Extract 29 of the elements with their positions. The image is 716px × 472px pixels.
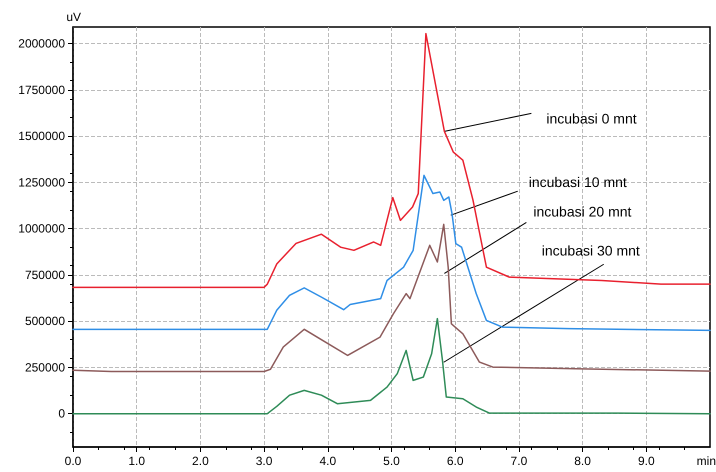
x-tick-label: 8.0 — [574, 454, 592, 468]
x-tick-label: 0.0 — [64, 454, 82, 468]
x-axis-title: min — [696, 454, 716, 468]
line-series — [72, 224, 711, 372]
x-tick-label: 1.0 — [128, 454, 146, 468]
line-series — [72, 32, 711, 288]
y-tick-label: 750000 — [24, 268, 66, 282]
y-tick-label: 1000000 — [18, 222, 66, 236]
x-tick-label: 5.0 — [383, 454, 400, 468]
x-tick-label: 6.0 — [446, 454, 464, 468]
annotation: incubasi 20 mnt — [533, 203, 632, 220]
x-tick-label: 4.0 — [319, 454, 336, 468]
y-tick-label: 0 — [58, 406, 66, 421]
y-tick-label: 1500000 — [18, 129, 66, 144]
annotation: incubasi 0 mnt — [546, 110, 637, 126]
line-series — [72, 174, 711, 332]
y-tick-label: 1750000 — [18, 82, 66, 97]
annotation: incubasi 10 mnt — [528, 174, 627, 190]
x-tick-label: 3.0 — [256, 454, 273, 468]
line-series — [72, 318, 711, 414]
y-axis-title: uV — [66, 10, 81, 24]
y-tick-label: 250000 — [24, 360, 66, 374]
y-tick-label: 2000000 — [18, 36, 66, 51]
y-tick-label: 500000 — [24, 314, 66, 328]
y-tick-label: 1250000 — [18, 175, 66, 190]
annotation: incubasi 30 mnt — [542, 242, 640, 258]
x-tick-label: 9.0 — [638, 454, 655, 468]
x-tick-label: 2.0 — [192, 454, 210, 468]
x-tick-label: 7.0 — [510, 454, 528, 468]
